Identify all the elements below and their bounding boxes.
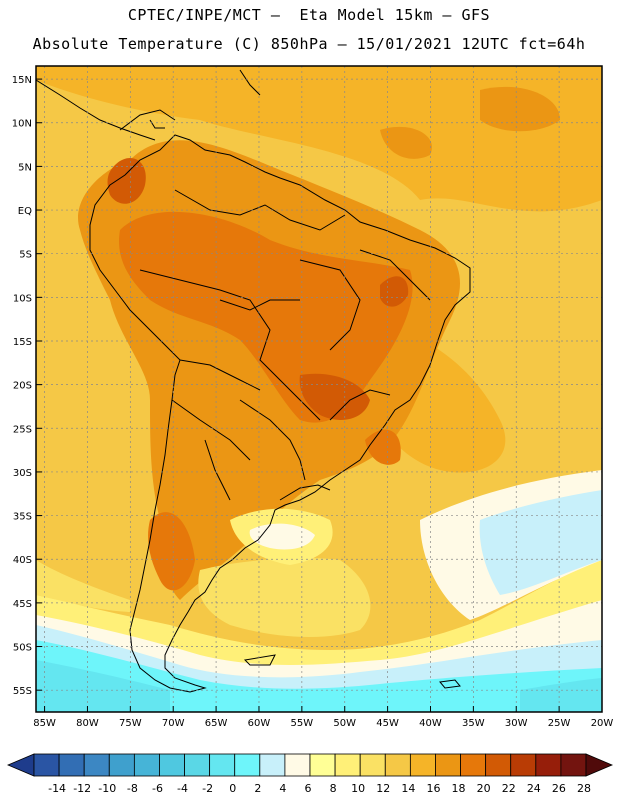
- colorbar-label: -14: [48, 782, 66, 795]
- colorbar-label: 18: [452, 782, 466, 795]
- longitude-labels: 85W 80W 75W 70W 65W 60W 55W 50W 45W 40W 35W 30W 25W 2…: [33, 718, 613, 729]
- colorbar-label: 22: [502, 782, 516, 795]
- colorbar-swatch: [209, 753, 236, 777]
- colorbar-swatch: [560, 753, 587, 777]
- colorbar-label: -6: [152, 782, 163, 795]
- temperature-field: [36, 66, 602, 712]
- colorbar-label: -4: [177, 782, 188, 795]
- colorbar-swatch: [284, 753, 311, 777]
- colorbar-swatch: [259, 753, 286, 777]
- lat-label: 5S: [19, 250, 32, 261]
- lat-label: 20S: [13, 381, 32, 392]
- colorbar-swatch: [460, 753, 487, 777]
- lon-label: 85W: [33, 718, 56, 729]
- lon-label: 30W: [505, 718, 528, 729]
- colorbar-label: 14: [401, 782, 415, 795]
- colorbar-label: 20: [477, 782, 491, 795]
- lat-label: 15N: [12, 75, 32, 86]
- colorbar-label: 28: [577, 782, 591, 795]
- colorbar-swatch: [184, 753, 211, 777]
- colorbar-label: 26: [552, 782, 566, 795]
- colorbar-label: 4: [279, 782, 286, 795]
- map-title-line-1: CPTEC/INPE/MCT – Eta Model 15km – GFS: [127, 6, 491, 24]
- lon-label: 75W: [119, 718, 142, 729]
- lat-label: 55S: [13, 686, 32, 697]
- colorbar-swatch: [234, 753, 261, 777]
- colorbar-low-triangle: [6, 753, 35, 777]
- colorbar-label: 6: [305, 782, 312, 795]
- lon-label: 65W: [205, 718, 228, 729]
- lat-label: EQ: [18, 206, 32, 217]
- colorbar-label: -10: [98, 782, 116, 795]
- lon-label: 60W: [248, 718, 271, 729]
- lon-label: 35W: [462, 718, 485, 729]
- colorbar-swatch: [83, 753, 110, 777]
- colorbar-label: 2: [254, 782, 261, 795]
- colorbar-high-triangle: [585, 753, 614, 777]
- lat-label: 10S: [13, 293, 32, 304]
- colorbar-swatch: [359, 753, 386, 777]
- colorbar-swatch: [485, 753, 512, 777]
- latitude-labels: 15N 10N 5N EQ 5S 10S 15S 20S 25S 30S 35S 40S 45S 50S 5…: [12, 75, 32, 697]
- colorbar-swatch: [108, 753, 135, 777]
- lon-label: 70W: [162, 718, 185, 729]
- colorbar-swatch: [334, 753, 361, 777]
- colorbar-label: 10: [351, 782, 365, 795]
- lon-label: 50W: [333, 718, 356, 729]
- colorbar-label: -12: [73, 782, 91, 795]
- colorbar-swatch: [58, 753, 85, 777]
- lon-label: 20W: [591, 718, 614, 729]
- lon-label: 25W: [548, 718, 571, 729]
- map-frame: [35, 65, 603, 713]
- map-title-line-2: Absolute Temperature (C) 850hPa – 15/01/…: [32, 35, 586, 53]
- lat-label: 40S: [13, 555, 32, 566]
- colorbar-swatch: [133, 753, 160, 777]
- colorbar-label: 24: [527, 782, 541, 795]
- lat-label: 10N: [12, 119, 32, 130]
- lon-label: 55W: [291, 718, 314, 729]
- colorbar-swatch: [384, 753, 411, 777]
- colorbar-swatch: [435, 753, 461, 777]
- lon-label: 40W: [419, 718, 442, 729]
- lat-label: 15S: [13, 337, 32, 348]
- lat-label: 30S: [13, 468, 32, 479]
- colorbar: [6, 753, 614, 777]
- colorbar-label: 16: [426, 782, 440, 795]
- lat-label: 25S: [13, 424, 32, 435]
- colorbar-swatch: [535, 753, 562, 777]
- colorbar-swatch: [409, 753, 436, 777]
- lat-lon-grid: [36, 66, 603, 712]
- colorbar-swatch: [309, 753, 336, 777]
- colorbar-label: -2: [202, 782, 213, 795]
- colorbar-swatch: [510, 753, 537, 777]
- colorbar-swatch: [159, 753, 185, 777]
- colorbar-label: 8: [330, 782, 337, 795]
- lat-label: 5N: [18, 162, 32, 173]
- lon-label: 80W: [76, 718, 99, 729]
- lon-label: 45W: [376, 718, 399, 729]
- colorbar-label: 12: [376, 782, 390, 795]
- lat-label: 50S: [13, 643, 32, 654]
- colorbar-label: 0: [229, 782, 236, 795]
- lat-label: 45S: [13, 599, 32, 610]
- colorbar-label: -8: [127, 782, 138, 795]
- lat-label: 35S: [13, 512, 32, 523]
- colorbar-labels: -14 -12 -10 -8 -6 -4 -2 0 2 4 6 8 10 12 14 16 18 20 22 24 26…: [48, 782, 591, 795]
- colorbar-swatch: [33, 753, 60, 777]
